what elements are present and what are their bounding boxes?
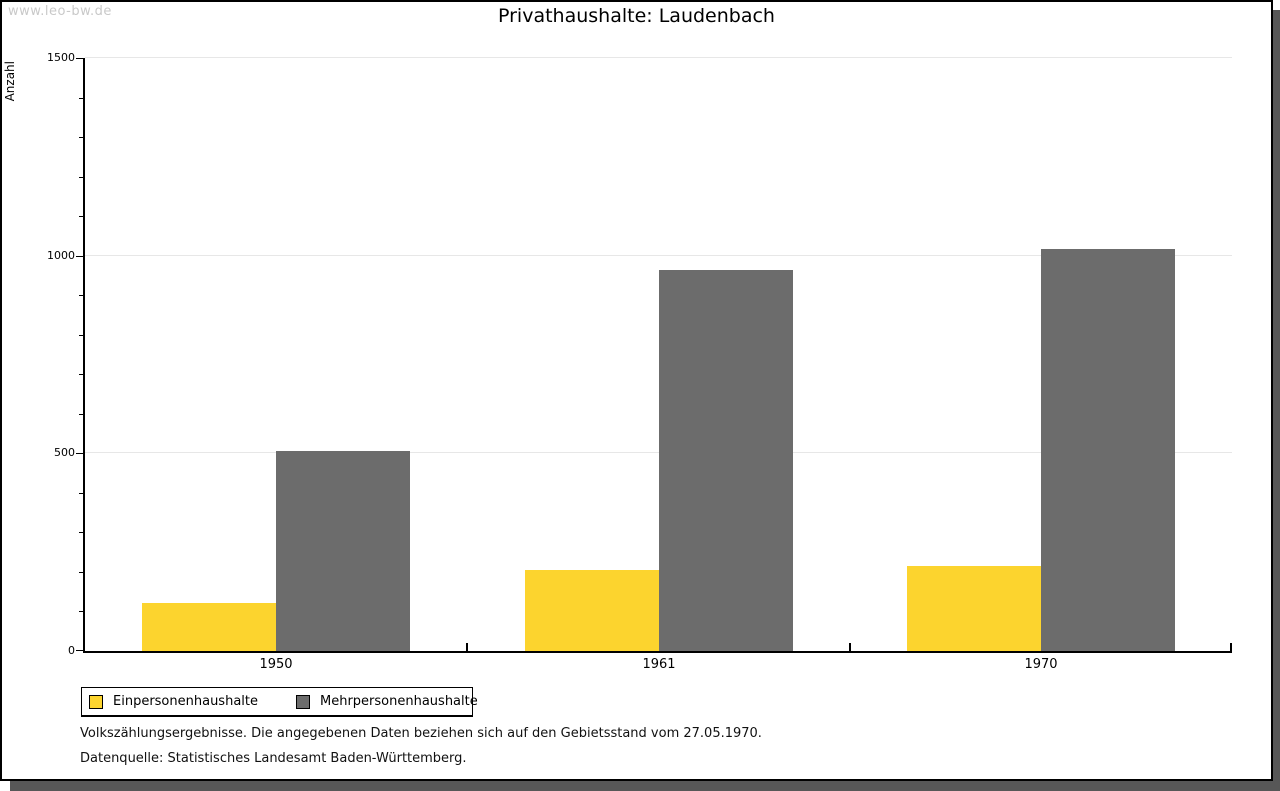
footnote-census: Volkszählungsergebnisse. Die angegebenen… — [80, 726, 762, 741]
y-tick-label-1000: 1000 — [47, 249, 75, 262]
bar-1961-mehrpersonenhaushalte — [659, 270, 793, 651]
x-boundary-tick-2 — [849, 643, 851, 651]
y-minor-tick-300 — [79, 532, 83, 533]
gridline-500 — [85, 452, 1232, 453]
footnote-source: Datenquelle: Statistisches Landesamt Bad… — [80, 751, 467, 766]
gridline-1500 — [85, 57, 1232, 58]
y-tick-label-0: 0 — [68, 644, 75, 657]
x-tick-label-1950: 1950 — [259, 657, 293, 672]
y-minor-tick-200 — [79, 572, 83, 573]
legend-swatch-mehrpersonenhaushalte — [296, 694, 310, 709]
legend-label-einpersonenhaushalte: Einpersonenhaushalte — [113, 694, 258, 709]
bar-1961-einpersonenhaushalte — [525, 570, 659, 651]
y-tick-label-500: 500 — [54, 446, 75, 459]
legend-label-mehrpersonenhaushalte: Mehrpersonenhaushalte — [320, 694, 478, 709]
y-axis-line — [83, 58, 85, 651]
y-tick-label-1500: 1500 — [47, 51, 75, 64]
plot-area — [76, 57, 1232, 653]
y-minor-tick-1300 — [79, 137, 83, 138]
y-major-tick-0 — [76, 650, 83, 651]
y-major-tick-500 — [76, 453, 83, 454]
x-tick-label-1961: 1961 — [642, 657, 676, 672]
y-minor-tick-900 — [79, 295, 83, 296]
y-minor-tick-600 — [79, 414, 83, 415]
y-minor-tick-1100 — [79, 216, 83, 217]
legend-swatch-einpersonenhaushalte — [89, 694, 103, 709]
gridline-1000 — [85, 255, 1232, 256]
y-major-tick-1500 — [76, 58, 83, 59]
bar-1950-einpersonenhaushalte — [142, 603, 276, 651]
x-tick-label-1970: 1970 — [1024, 657, 1058, 672]
x-axis-line — [83, 651, 1232, 653]
x-axis-end-tick — [1230, 643, 1232, 651]
bar-1970-mehrpersonenhaushalte — [1041, 249, 1175, 651]
y-axis-title: Anzahl — [3, 61, 17, 102]
y-minor-tick-1400 — [79, 98, 83, 99]
bar-1970-einpersonenhaushalte — [907, 566, 1041, 651]
y-minor-tick-400 — [79, 493, 83, 494]
y-major-tick-1000 — [76, 256, 83, 257]
y-minor-tick-800 — [79, 335, 83, 336]
y-minor-tick-100 — [79, 611, 83, 612]
x-boundary-tick-1 — [466, 643, 468, 651]
bar-1950-mehrpersonenhaushalte — [276, 451, 410, 651]
chart-title: Privathaushalte: Laudenbach — [498, 5, 775, 27]
legend: Einpersonenhaushalte Mehrpersonenhaushal… — [81, 687, 478, 717]
watermark: www.leo-bw.de — [8, 4, 112, 19]
y-minor-tick-700 — [79, 374, 83, 375]
y-minor-tick-1200 — [79, 177, 83, 178]
